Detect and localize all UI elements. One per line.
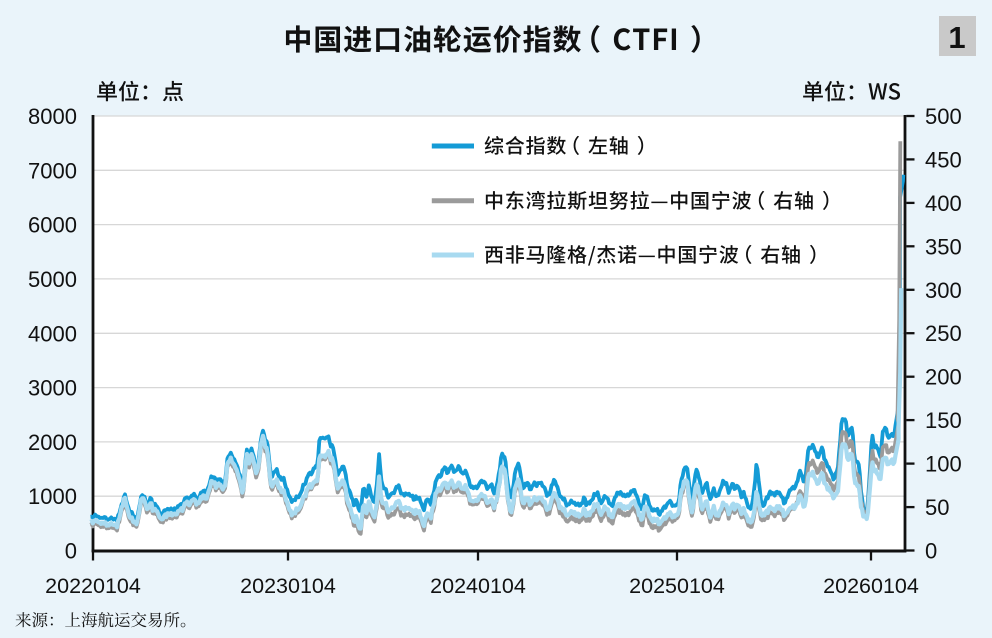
svg-text:400: 400 — [925, 191, 962, 216]
svg-text:0: 0 — [65, 539, 77, 564]
svg-text:20260104: 20260104 — [823, 574, 919, 598]
svg-text:50: 50 — [925, 495, 949, 520]
svg-text:200: 200 — [925, 365, 962, 390]
svg-text:250: 250 — [925, 321, 962, 346]
svg-text:20220104: 20220104 — [45, 574, 141, 598]
svg-text:5000: 5000 — [28, 267, 77, 292]
svg-text:20230104: 20230104 — [240, 574, 336, 598]
svg-text:0: 0 — [925, 539, 937, 564]
svg-text:1: 1 — [948, 20, 965, 55]
svg-text:4000: 4000 — [28, 321, 77, 346]
svg-text:6000: 6000 — [28, 213, 77, 238]
svg-text:8000: 8000 — [28, 104, 77, 129]
svg-text:450: 450 — [925, 147, 962, 172]
svg-text:350: 350 — [925, 234, 962, 259]
svg-text:500: 500 — [925, 104, 962, 129]
svg-text:3000: 3000 — [28, 376, 77, 401]
svg-text:100: 100 — [925, 452, 962, 477]
svg-text:150: 150 — [925, 408, 962, 433]
svg-text:20250104: 20250104 — [629, 574, 725, 598]
svg-text:1000: 1000 — [28, 484, 77, 509]
svg-text:300: 300 — [925, 278, 962, 303]
svg-text:2000: 2000 — [28, 430, 77, 455]
svg-text:7000: 7000 — [28, 158, 77, 183]
svg-text:20240104: 20240104 — [430, 574, 526, 598]
